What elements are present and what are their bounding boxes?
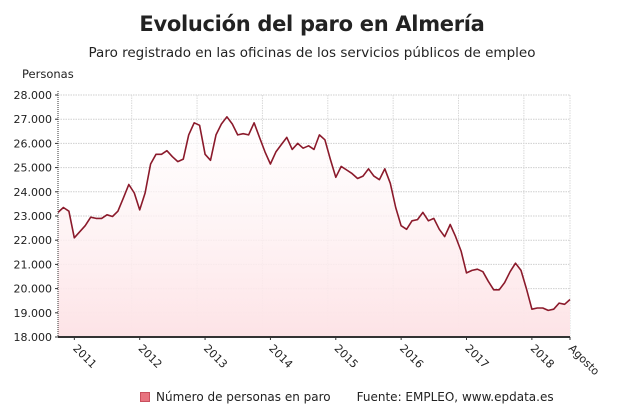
y-tick-label: 26.000	[14, 137, 53, 150]
x-tick-label: 2011	[70, 342, 99, 371]
legend: Número de personas en paro Fuente: EMPLE…	[140, 390, 554, 404]
x-tick-label: 2017	[462, 342, 491, 371]
x-tick-label: Agosto	[566, 342, 602, 378]
x-tick-label: 2013	[201, 342, 230, 371]
legend-swatch-icon	[140, 392, 150, 402]
y-tick-label: 22.000	[14, 234, 53, 247]
source-note: Fuente: EMPLEO, www.epdata.es	[356, 390, 554, 404]
series-area	[58, 116, 570, 337]
y-ticks: 18.000 19.000 20.000 21.000 22.000 23.000 24.0…	[14, 89, 58, 344]
y-tick-label: 19.000	[14, 307, 53, 320]
x-tick-label: 2015	[332, 342, 361, 371]
y-axis-label: Personas	[22, 67, 74, 81]
y-tick-label: 25.000	[14, 162, 53, 175]
x-ticks: 2011 2012 2013 2014 2015 2016 2017 2018 Agosto	[70, 337, 602, 378]
axes	[57, 91, 570, 338]
x-tick-label: 2012	[136, 342, 165, 371]
y-tick-label: 24.000	[14, 186, 53, 199]
y-tick-label: 18.000	[14, 331, 53, 344]
area-layer	[57, 116, 571, 337]
y-tick-label: 20.000	[14, 283, 53, 296]
legend-label: Número de personas en paro	[156, 390, 331, 404]
y-tick-label: 28.000	[14, 89, 53, 102]
y-tick-label: 27.000	[14, 113, 53, 126]
series-line	[57, 116, 571, 312]
y-tick-label: 23.000	[14, 210, 53, 223]
x-tick-label: 2018	[528, 342, 557, 371]
chart-subtitle: Paro registrado en las oficinas de los s…	[88, 45, 536, 61]
x-tick-label: 2014	[266, 342, 295, 371]
chart-title: Evolución del paro en Almería	[139, 12, 485, 36]
x-tick-label: 2016	[397, 342, 426, 371]
y-tick-label: 21.000	[14, 258, 53, 271]
